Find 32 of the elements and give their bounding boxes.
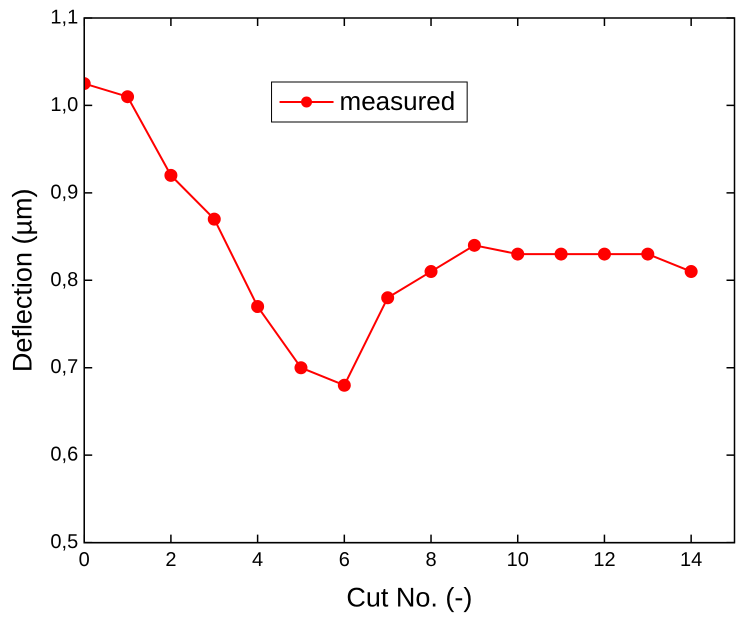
y-tick-label: 1,1	[50, 6, 78, 29]
point	[424, 265, 438, 278]
point	[468, 238, 481, 252]
point	[598, 248, 611, 261]
point	[121, 90, 134, 104]
x-tick-label: 10	[506, 549, 529, 572]
x-axis-title: Cut No. (-)	[346, 582, 472, 612]
x-tick-label: 14	[680, 549, 702, 572]
point	[381, 291, 394, 304]
y-tick-label: 0,5	[50, 531, 78, 554]
point	[164, 168, 178, 182]
point	[641, 248, 654, 261]
y-tick-label: 0,7	[50, 356, 78, 378]
y-tick-label: 0,8	[50, 268, 78, 291]
y-tick-label: 0,6	[50, 444, 78, 466]
point	[251, 300, 264, 314]
x-tick-label: 6	[338, 549, 350, 572]
point	[684, 265, 698, 278]
y-axis-title: Deflection (µm)	[8, 188, 38, 372]
x-tick-label: 4	[252, 549, 264, 572]
point	[294, 361, 308, 374]
point	[208, 212, 221, 226]
y-tick-label: 0,9	[50, 181, 78, 204]
point	[511, 248, 524, 261]
y-tick-label: 1,0	[50, 94, 78, 116]
point	[554, 248, 568, 261]
legend-label: measured	[340, 86, 456, 116]
x-tick-label: 8	[425, 549, 437, 572]
x-tick-label: 2	[165, 549, 176, 572]
point	[338, 378, 351, 392]
x-tick-label: 12	[593, 549, 616, 572]
x-tick-label: 0	[78, 549, 90, 572]
